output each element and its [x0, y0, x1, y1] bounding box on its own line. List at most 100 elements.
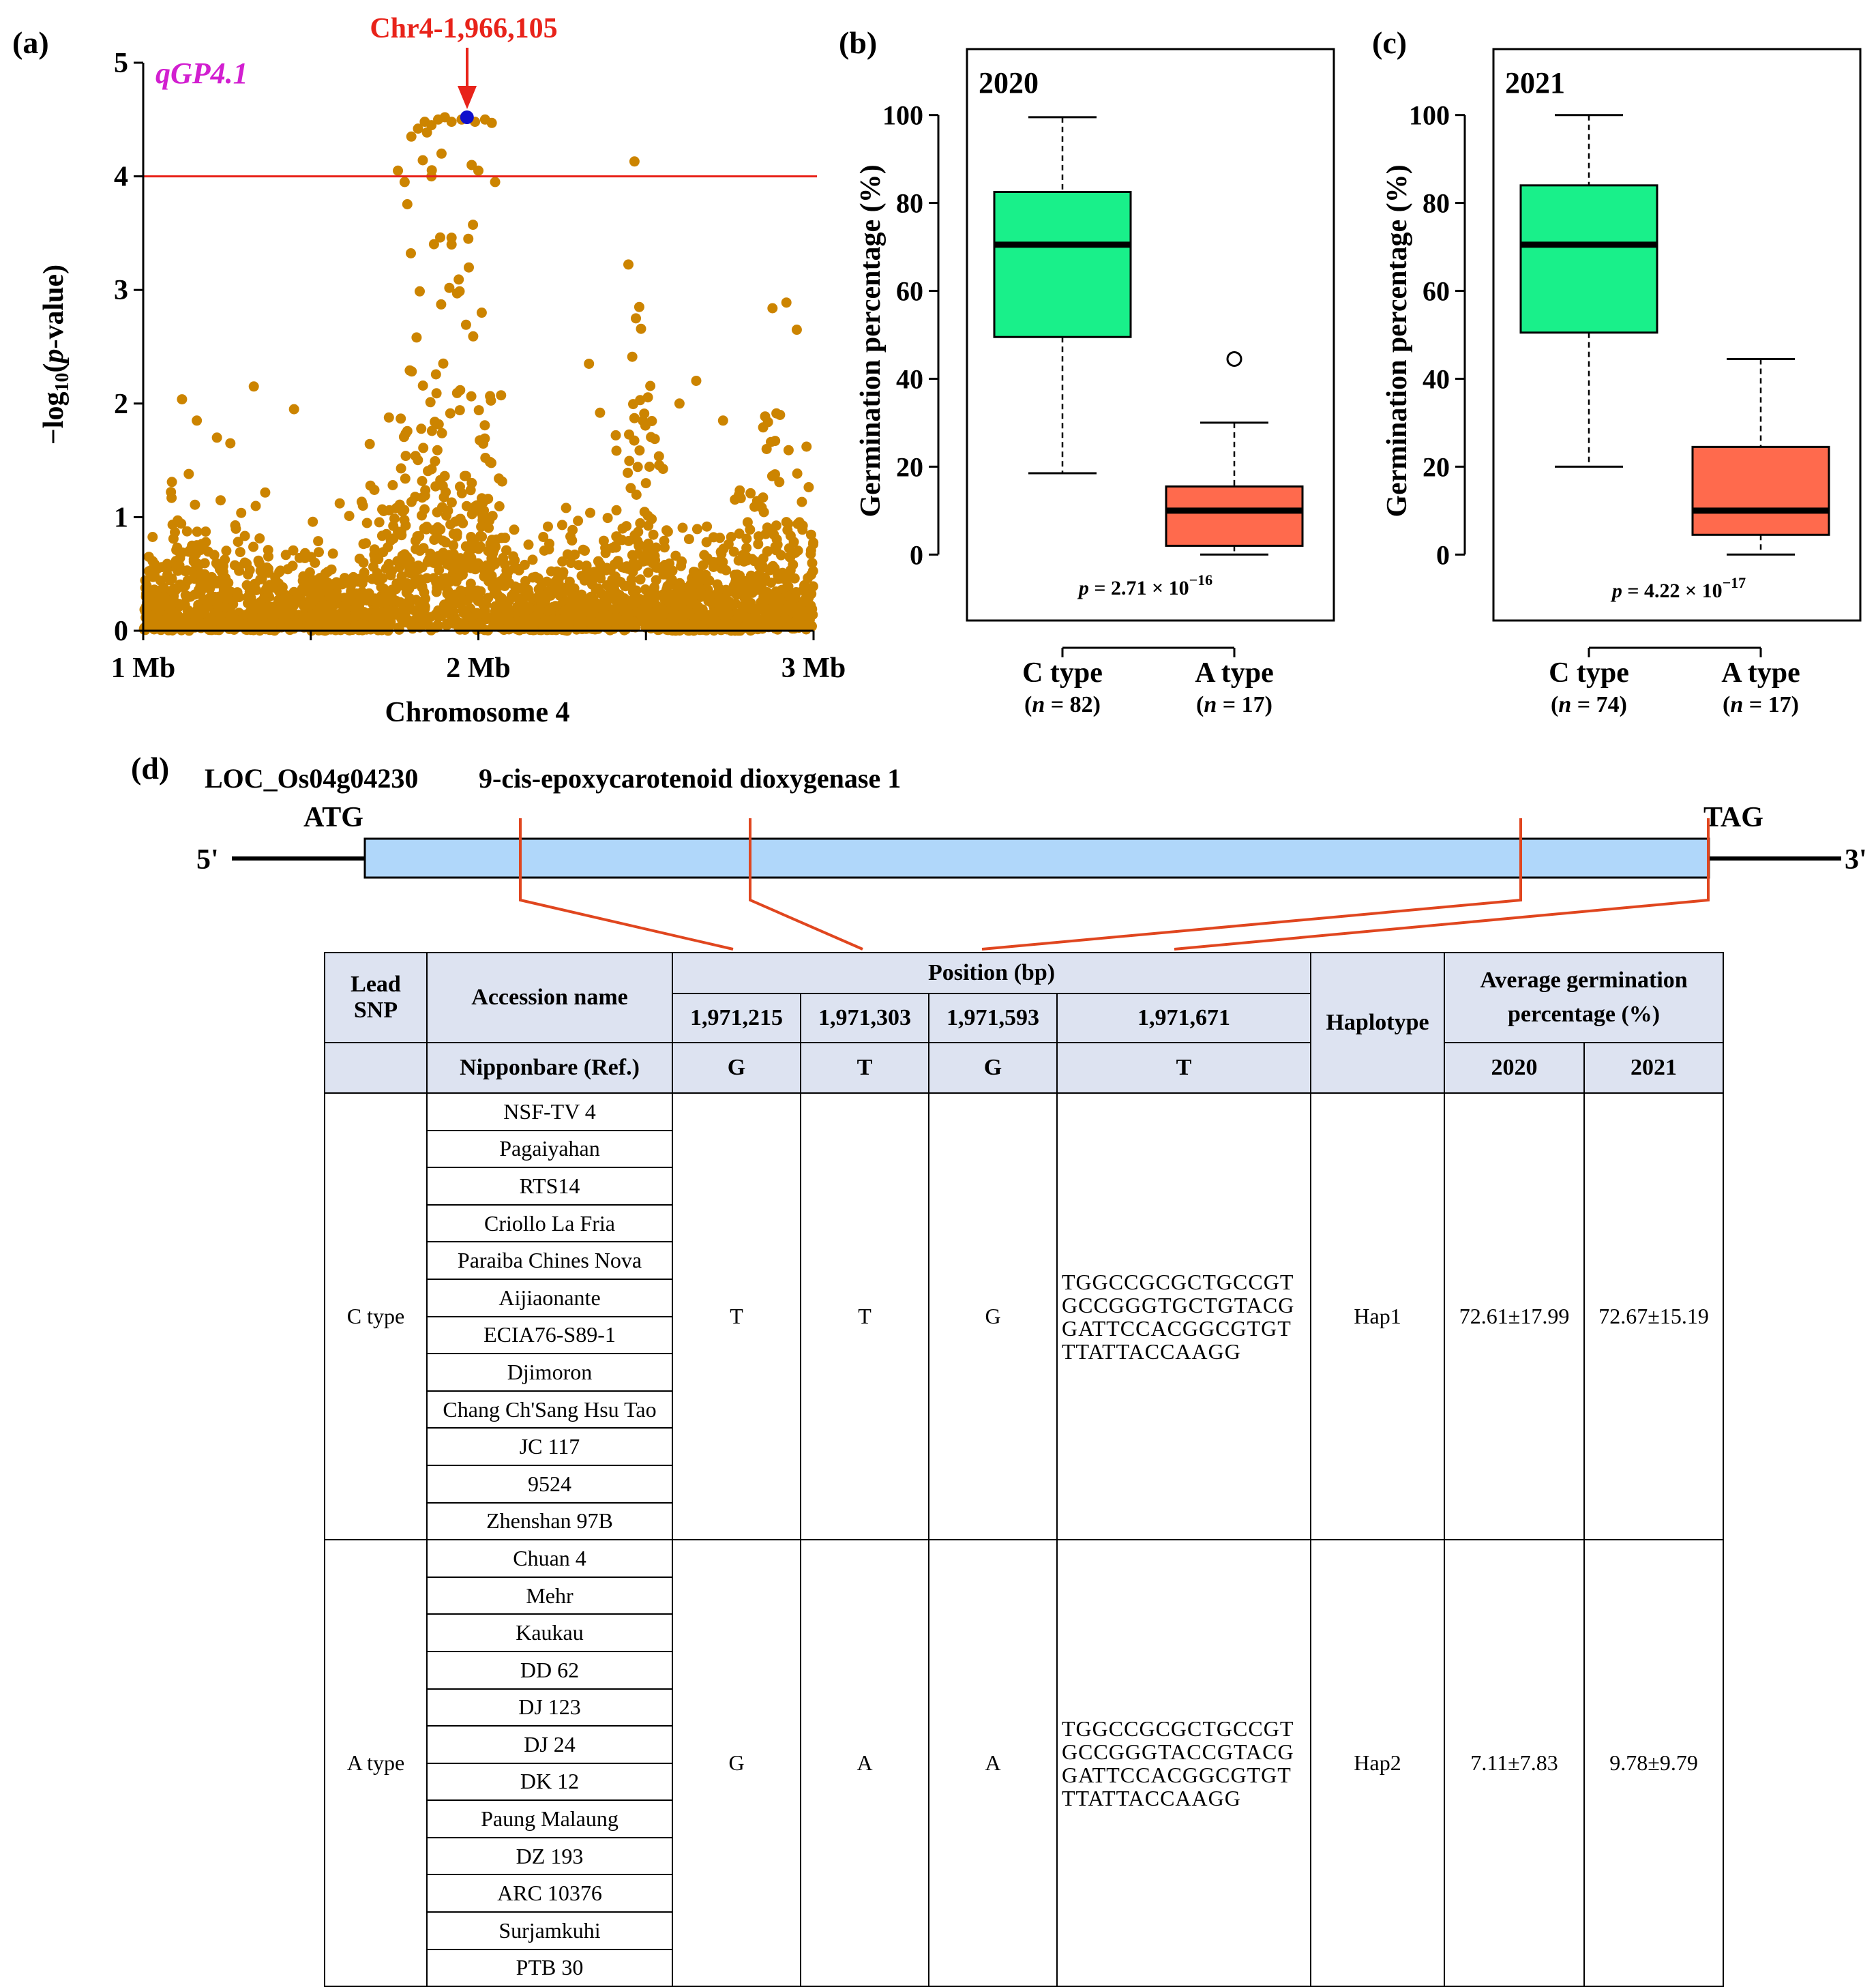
snp-point	[277, 582, 288, 593]
snp-point	[588, 606, 599, 616]
snp-point	[745, 488, 756, 498]
accession-cell: NSF-TV 4	[426, 1092, 673, 1131]
snp-point	[411, 332, 422, 343]
avg-germination-header: Average germination percentage (%)	[1444, 952, 1725, 1043]
snp-point	[792, 612, 803, 623]
snp-point	[619, 563, 630, 573]
snp-point	[586, 594, 597, 605]
snp-point	[196, 580, 207, 591]
allele-cell: A	[800, 1539, 929, 1987]
panel-label-d: (d)	[131, 751, 169, 786]
snp-point	[808, 537, 819, 548]
position-2: 1,971,303	[800, 993, 929, 1043]
snp-point	[369, 621, 380, 632]
x-axis-title: Chromosome 4	[385, 697, 569, 728]
position-header: Position (bp)	[671, 952, 1312, 994]
snp-point	[143, 552, 154, 563]
snp-point	[645, 380, 656, 391]
y-tick-label: 60	[896, 276, 923, 307]
snp-point	[610, 430, 621, 440]
snp-point	[598, 535, 609, 546]
snp-point	[207, 571, 217, 582]
snp-point	[602, 513, 613, 524]
snp-point	[712, 588, 723, 599]
snp-point	[805, 545, 816, 556]
snp-point	[454, 571, 465, 582]
snp-point	[463, 611, 474, 622]
n-label: (n = 82)	[1024, 692, 1101, 717]
snp-point	[759, 621, 770, 631]
snp-point	[488, 545, 499, 555]
table-row: Djimoron	[325, 1353, 1723, 1392]
snp-point	[223, 616, 234, 627]
snp-point	[741, 588, 752, 599]
snp-point	[499, 559, 510, 570]
table-row: ARC 10376	[325, 1874, 1723, 1913]
table-row: JC 117	[325, 1427, 1723, 1466]
snp-point	[562, 549, 573, 560]
snp-point	[632, 536, 643, 547]
snp-point	[333, 592, 344, 603]
snp-point	[198, 604, 209, 615]
snp-point	[541, 624, 552, 635]
snp-point	[501, 623, 512, 634]
table-row: Zhenshan 97B	[325, 1502, 1723, 1541]
snp-point	[773, 595, 784, 606]
snp-point	[344, 578, 355, 588]
snp-point	[215, 495, 226, 506]
snp-point	[416, 423, 427, 434]
snp-point	[305, 613, 316, 624]
snp-point	[509, 524, 520, 535]
snp-point	[395, 597, 406, 608]
snp-point	[599, 600, 610, 610]
snp-point	[648, 529, 659, 540]
y-tick-label: 40	[1423, 363, 1450, 394]
snp-point	[404, 583, 415, 594]
snp-point	[473, 405, 484, 416]
snp-point	[554, 588, 565, 599]
y-tick-label: 20	[1423, 451, 1450, 482]
snp-point	[584, 358, 595, 369]
snp-point	[291, 618, 302, 628]
snp-point	[696, 621, 707, 632]
snp-point	[479, 433, 490, 444]
snp-point	[235, 547, 245, 558]
snp-point	[387, 480, 398, 490]
boxplot-axes: 0 20 40 60 80 100 C type (n = 74) A type (n = 17)	[1409, 100, 1800, 717]
p-value-exponent: −16	[1189, 571, 1213, 588]
plot-title: 2021	[1505, 66, 1565, 100]
snp-point	[741, 533, 752, 544]
snp-point	[389, 513, 400, 524]
snp-point	[233, 537, 243, 548]
snp-point	[446, 497, 457, 508]
snp-point	[425, 397, 436, 408]
snp-point	[654, 460, 665, 470]
snp-point	[432, 532, 443, 543]
snp-point	[479, 420, 490, 431]
panel-label-b: (b)	[839, 25, 877, 60]
snp-point	[399, 515, 410, 526]
snp-point	[775, 550, 786, 561]
snp-point	[728, 546, 739, 557]
snp-point	[719, 624, 730, 635]
snp-point	[629, 413, 640, 423]
accession-header: Accession name	[426, 952, 673, 1043]
snp-point	[164, 575, 175, 586]
snp-point	[785, 552, 796, 563]
table-row: A type Chuan 4 G A A TGGCCGCGCTGCCGT GCCGGGTAC…	[324, 1539, 1725, 1987]
snp-point	[385, 535, 396, 546]
snp-point	[501, 545, 511, 556]
snp-point	[393, 556, 404, 567]
snp-point	[181, 526, 192, 537]
snp-point	[430, 417, 441, 428]
snp-point	[623, 467, 634, 478]
p-value-label: p = 2.71 × 10−16	[1077, 571, 1212, 599]
table-row: DK 12	[325, 1762, 1723, 1802]
snp-point	[624, 455, 635, 466]
snp-point	[748, 576, 759, 586]
snp-point	[342, 597, 353, 608]
snp-point	[174, 560, 185, 571]
snp-point	[734, 578, 745, 588]
snp-point	[573, 516, 584, 526]
snp-point	[564, 576, 575, 587]
